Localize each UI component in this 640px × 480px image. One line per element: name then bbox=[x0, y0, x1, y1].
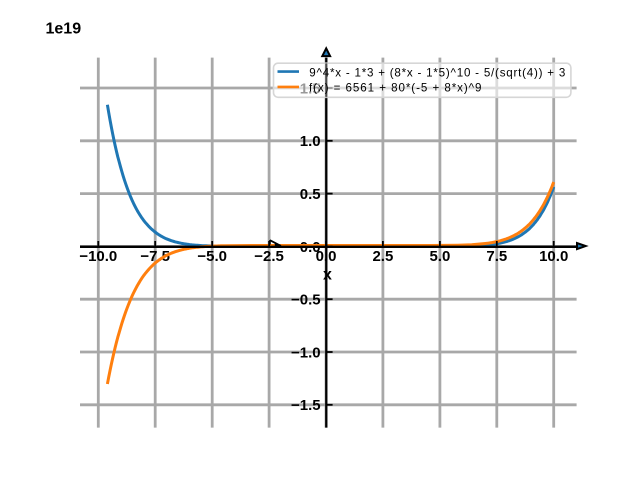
svg-text:−10.0: −10.0 bbox=[79, 248, 117, 265]
svg-text:0.5: 0.5 bbox=[300, 186, 321, 203]
svg-text:−0.5: −0.5 bbox=[291, 292, 321, 309]
svg-text:10.0: 10.0 bbox=[539, 248, 568, 265]
svg-text:−1.5: −1.5 bbox=[291, 397, 321, 414]
svg-text:1.0: 1.0 bbox=[300, 133, 321, 150]
svg-text:−5.0: −5.0 bbox=[197, 248, 227, 265]
svg-text:x: x bbox=[323, 266, 332, 283]
svg-text:−2.5: −2.5 bbox=[254, 248, 284, 265]
svg-text:−1.0: −1.0 bbox=[291, 344, 321, 361]
svg-text:9^4*x - 1*3 + (8*x - 1*5)^10 -: 9^4*x - 1*3 + (8*x - 1*5)^10 - 5/(sqrt(4… bbox=[309, 66, 565, 79]
svg-text:1e19: 1e19 bbox=[46, 21, 82, 38]
svg-text:5.0: 5.0 bbox=[429, 248, 450, 265]
svg-text:−7.5: −7.5 bbox=[140, 248, 170, 265]
svg-text:f(x) = 6561 + 80*(-5 + 8*x)^9: f(x) = 6561 + 80*(-5 + 8*x)^9 bbox=[309, 82, 482, 95]
svg-text:7.5: 7.5 bbox=[486, 248, 507, 265]
svg-text:2.5: 2.5 bbox=[372, 248, 393, 265]
